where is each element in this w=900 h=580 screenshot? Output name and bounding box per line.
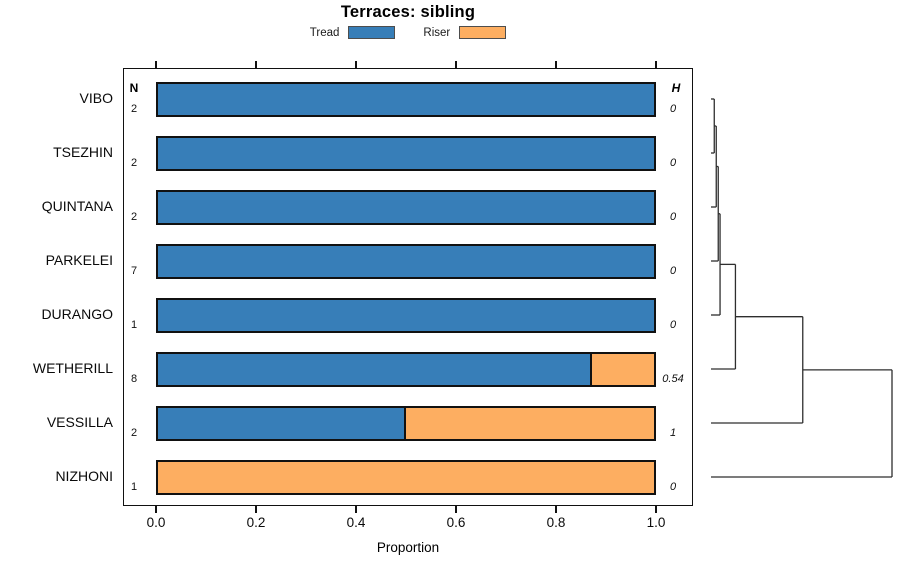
x-tick-label: 0.0 [146, 515, 166, 530]
n-value: 8 [130, 373, 138, 385]
bar-wetherill [156, 351, 656, 387]
n-value: 1 [130, 481, 138, 493]
bar-nizhoni [156, 459, 656, 495]
x-tick-bottom [655, 506, 657, 513]
n-value: 2 [130, 103, 138, 115]
x-tick-top [655, 61, 657, 68]
bar-segment-tread [158, 407, 406, 439]
bar-segment-tread [158, 191, 654, 223]
x-tick-top [455, 61, 457, 68]
bar-vessilla [156, 405, 656, 441]
x-tick-top [155, 61, 157, 68]
x-tick-bottom [555, 506, 557, 513]
row-label-vessilla: VESSILLA [46, 414, 113, 430]
x-tick-label: 0.6 [446, 515, 466, 530]
x-tick-bottom [255, 506, 257, 513]
bar-segment-tread [158, 353, 592, 385]
h-column-header: H [671, 81, 681, 95]
n-value: 1 [130, 319, 138, 331]
row-label-vibo: VIBO [79, 90, 113, 106]
bar-segment-riser [592, 353, 654, 385]
x-tick-top [255, 61, 257, 68]
x-tick-label: 0.8 [546, 515, 566, 530]
legend: Tread Riser [123, 26, 693, 39]
bar-quintana [156, 189, 656, 225]
h-value: 0.54 [662, 373, 684, 385]
row-label-wetherill: WETHERILL [32, 360, 113, 376]
bar-vibo [156, 81, 656, 117]
legend-item-tread: Tread [310, 26, 396, 39]
bar-tsezhin [156, 135, 656, 171]
row-label-parkelei: PARKELEI [45, 252, 113, 268]
row-label-durango: DURANGO [41, 306, 113, 322]
h-value: 0 [669, 103, 677, 115]
bar-parkelei [156, 243, 656, 279]
legend-label: Riser [423, 26, 451, 39]
row-label-nizhoni: NIZHONI [55, 468, 113, 484]
x-tick-bottom [355, 506, 357, 513]
n-value: 2 [130, 157, 138, 169]
n-value: 2 [130, 427, 138, 439]
n-value: 2 [130, 211, 138, 223]
row-label-quintana: QUINTANA [41, 198, 113, 214]
legend-item-riser: Riser [423, 26, 507, 39]
x-tick-label: 1.0 [646, 515, 666, 530]
bar-segment-tread [158, 83, 654, 115]
tread-swatch [348, 26, 396, 39]
row-label-tsezhin: TSEZHIN [53, 144, 113, 160]
h-value: 0 [669, 319, 677, 331]
x-tick-top [555, 61, 557, 68]
h-value: 1 [669, 427, 677, 439]
h-value: 0 [669, 157, 677, 169]
bar-segment-riser [158, 461, 654, 493]
legend-label: Tread [309, 26, 340, 39]
bar-segment-riser [406, 407, 654, 439]
n-value: 7 [130, 265, 138, 277]
chart-title: Terraces: sibling [340, 3, 476, 21]
plot-frame [123, 68, 693, 506]
x-axis-title: Proportion [376, 540, 440, 555]
x-tick-label: 0.4 [346, 515, 366, 530]
h-value: 0 [669, 211, 677, 223]
bar-segment-tread [158, 137, 654, 169]
h-value: 0 [669, 265, 677, 277]
riser-swatch [459, 26, 507, 39]
dendrogram [711, 98, 893, 478]
bar-segment-tread [158, 299, 654, 331]
x-tick-bottom [455, 506, 457, 513]
bar-segment-tread [158, 245, 654, 277]
bar-durango [156, 297, 656, 333]
x-tick-bottom [155, 506, 157, 513]
h-value: 0 [669, 481, 677, 493]
x-tick-label: 0.2 [246, 515, 266, 530]
n-column-header: N [129, 81, 139, 95]
x-tick-top [355, 61, 357, 68]
